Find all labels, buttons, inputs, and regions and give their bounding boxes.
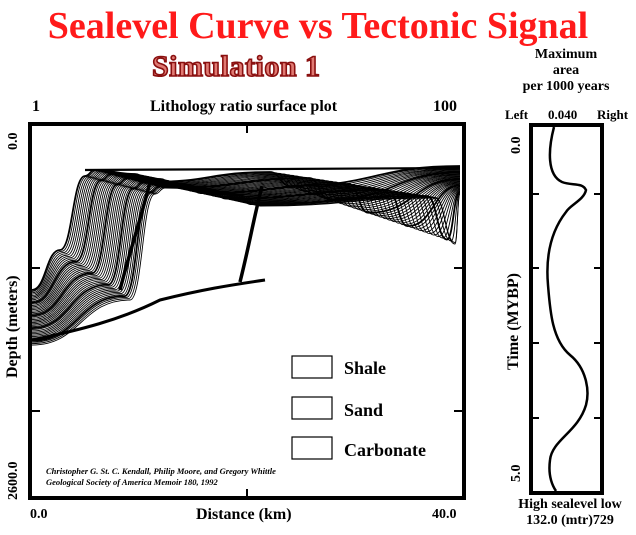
x-tick-right: 40.0 [432,507,457,522]
main-title: Sealevel Curve vs Tectonic Signal [47,5,589,47]
strata-surface [31,180,461,323]
strata-surface [31,185,461,339]
x-tick-left: 0.0 [30,507,48,522]
sealevel-curve [546,126,589,492]
basal-surface [31,278,266,342]
plot-top-right-label: 100 [433,98,457,115]
side-title-line-3: per 1000 years [522,79,610,94]
legend-box-shale [291,355,333,379]
strata-surface [31,184,461,337]
strata-surface [31,181,461,329]
top-surface [84,166,461,172]
side-bottom-line-1: High sealevel low [518,497,622,512]
plot-top-caption: Lithology ratio surface plot [150,98,338,115]
legend-box-carbonate [291,436,333,460]
legend-label-carbonate: Carbonate [344,440,426,460]
side-plot-ticks [531,193,602,419]
strata-surface [31,178,461,319]
side-center-value: 0.040 [548,107,578,122]
legend-label-sand: Sand [344,400,384,420]
strata-surface [31,182,461,330]
strata-surface [31,186,461,343]
strata-lines [31,165,461,346]
main-plot-ticks [30,124,464,498]
side-right-label: Right [597,107,629,122]
strata-surface [31,180,461,325]
clinoform-front [118,181,152,291]
side-bottom-line-2: 132.0 (mtr)729 [526,513,614,528]
strata-surface [31,178,461,318]
plot-top-left-label: 1 [32,98,40,115]
strata-surface [31,181,461,326]
legend-box-sand [291,396,333,420]
side-left-label: Left [505,107,529,122]
strata-surface [31,183,461,333]
strata-surface [31,179,461,322]
x-axis-label: Distance (km) [196,506,292,523]
strata-surface [31,179,461,321]
credit-line-2: Geological Society of America Memoir 180… [46,477,218,487]
legend-label-shale: Shale [344,358,387,378]
strata-surface [31,183,461,335]
strata-surface [31,182,461,332]
side-title-line-2: area [552,63,580,78]
subtitle: Simulation 1 [151,49,321,84]
clinoform-front [238,185,264,283]
strata-surface [31,177,461,317]
strata-surface [31,187,461,346]
credit-line-1: Christopher G. St. C. Kendall, Philip Mo… [46,466,276,476]
side-plot-frame [529,123,604,495]
side-title-line-1: Maximum [534,47,598,62]
